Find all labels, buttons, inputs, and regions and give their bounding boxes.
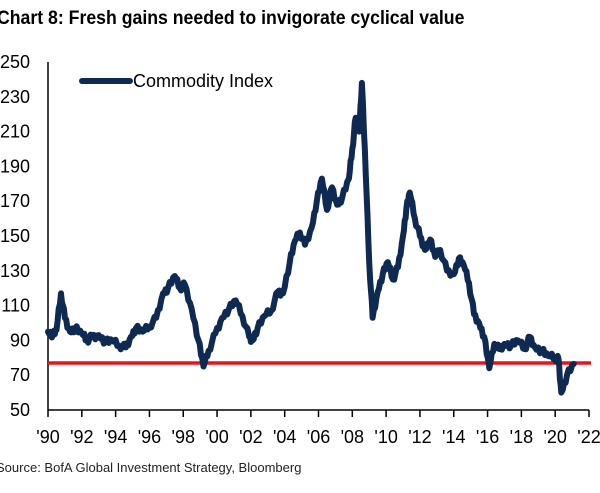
source-note: Source: BofA Global Investment Strategy,… xyxy=(0,460,302,475)
y-tick-label: 70 xyxy=(10,365,30,385)
x-tick-label: '04 xyxy=(273,427,296,447)
x-tick-label: '12 xyxy=(408,427,431,447)
x-axis-ticks: '90 '92 '94 '96 '98 '00 '02 '04 '06 '08 '10 '12 '14 '… xyxy=(36,410,600,447)
x-tick-label: '22 xyxy=(577,427,600,447)
x-tick-label: '18 xyxy=(510,427,533,447)
x-tick-label: '00 xyxy=(205,427,228,447)
x-tick-label: '92 xyxy=(70,427,93,447)
y-tick-label: 90 xyxy=(10,330,30,350)
x-tick-label: '16 xyxy=(476,427,499,447)
y-tick-label: 130 xyxy=(0,261,30,281)
y-tick-label: 150 xyxy=(0,226,30,246)
y-tick-label: 230 xyxy=(0,87,30,107)
y-tick-label: 50 xyxy=(10,400,30,420)
x-tick-label: '08 xyxy=(341,427,364,447)
chart-title: Chart 8: Fresh gains needed to invigorat… xyxy=(0,8,465,29)
x-tick-label: '90 xyxy=(36,427,59,447)
x-tick-label: '94 xyxy=(104,427,127,447)
x-tick-label: '02 xyxy=(239,427,262,447)
y-tick-label: 190 xyxy=(0,156,30,176)
x-tick-label: '06 xyxy=(307,427,330,447)
y-tick-label: 210 xyxy=(0,122,30,142)
legend-label: Commodity Index xyxy=(133,71,273,91)
y-tick-label: 170 xyxy=(0,191,30,211)
x-tick-label: '96 xyxy=(138,427,161,447)
y-tick-label: 250 xyxy=(0,52,30,72)
x-tick-label: '20 xyxy=(543,427,566,447)
line-chart: 50 70 90 110 130 150 170 190 210 230 250 '90 '92 '94… xyxy=(0,52,600,447)
y-tick-label: 110 xyxy=(1,296,30,316)
x-tick-label: '14 xyxy=(442,427,465,447)
legend: Commodity Index xyxy=(79,71,273,91)
y-axis-ticks: 50 70 90 110 130 150 170 190 210 230 250 xyxy=(0,52,30,420)
x-tick-label: '98 xyxy=(172,427,195,447)
series-line-commodity-index xyxy=(45,79,577,396)
x-tick-label: '10 xyxy=(374,427,397,447)
